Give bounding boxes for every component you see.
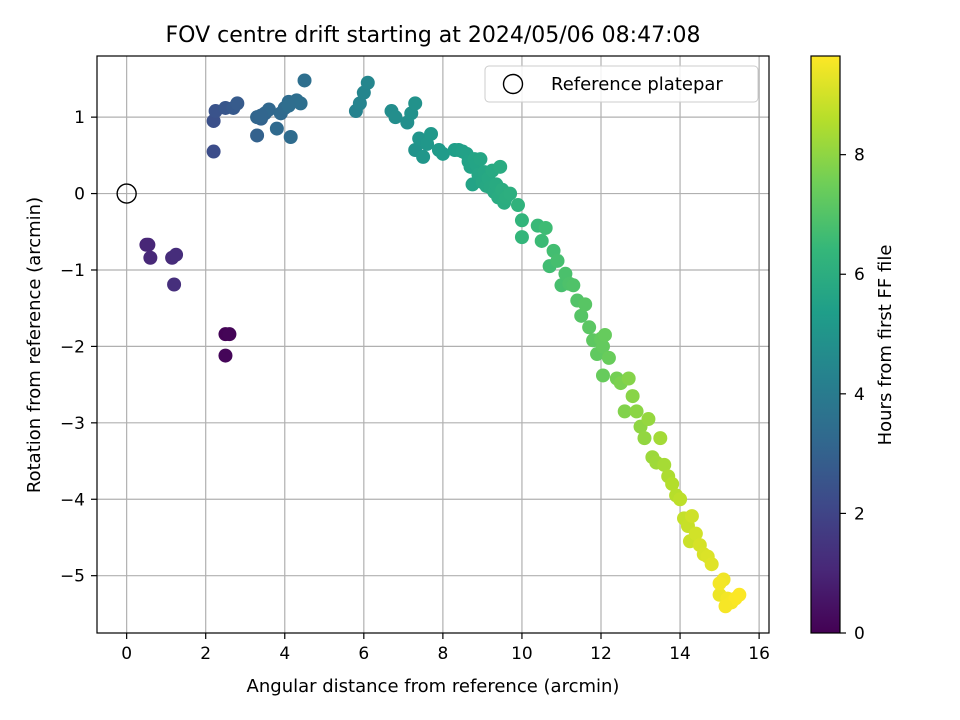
x-tick-label: 8	[437, 644, 448, 664]
legend-box	[484, 65, 759, 103]
data-point	[712, 576, 727, 591]
colorbar-tick-label: 8	[854, 146, 865, 166]
data-point	[625, 389, 640, 404]
x-axis-ticks: 0 2 4 6 8 10 12 14 16	[121, 633, 770, 664]
data-point	[657, 457, 672, 472]
data-point	[566, 278, 581, 293]
colorbar-ticks: 0 2 4 6 8	[840, 146, 865, 644]
plot-area: 0 2 4 6 8 10 12 14 16 10−1−2−3−4−5	[60, 55, 770, 664]
reference-marker	[116, 183, 137, 204]
data-point	[283, 130, 298, 145]
colorbar-tick-label: 6	[854, 265, 865, 285]
y-tick-label: −1	[60, 261, 85, 281]
data-point	[621, 371, 636, 386]
x-axis-label: Angular distance from reference (arcmin)	[247, 676, 620, 697]
y-tick-label: −4	[60, 490, 85, 510]
x-tick-label: 14	[669, 644, 691, 664]
data-point	[704, 557, 719, 572]
colorbar-tick-label: 0	[854, 624, 865, 644]
data-point	[388, 110, 403, 125]
y-tick-label: 0	[74, 185, 85, 205]
data-point	[514, 230, 529, 245]
data-point	[684, 509, 699, 524]
plot-frame	[96, 55, 770, 634]
scatter-points	[139, 73, 747, 614]
data-point	[281, 98, 296, 113]
legend-label-reference: Reference platepar	[551, 74, 723, 95]
data-point	[222, 327, 237, 342]
data-point	[254, 108, 269, 123]
data-point	[493, 159, 508, 174]
reference-point	[116, 183, 137, 204]
data-point	[641, 412, 656, 427]
data-point	[601, 350, 616, 365]
y-tick-label: −5	[60, 567, 85, 587]
data-point	[578, 297, 593, 312]
data-point	[595, 339, 610, 354]
data-point	[435, 146, 450, 161]
data-point	[416, 149, 431, 164]
y-tick-label: −3	[60, 414, 85, 434]
colorbar-tick-label: 4	[854, 385, 865, 405]
chart-title: FOV centre drift starting at 2024/05/06 …	[166, 23, 701, 48]
data-point	[206, 144, 221, 159]
data-point	[688, 526, 703, 541]
legend-marker-open-circle	[502, 73, 524, 95]
data-point	[408, 96, 423, 111]
data-point	[352, 96, 367, 111]
data-point	[230, 96, 245, 111]
x-tick-label: 12	[590, 644, 612, 664]
data-point	[538, 220, 553, 235]
x-tick-label: 0	[121, 644, 132, 664]
colorbar-label: Hours from first FF file	[875, 245, 896, 446]
y-tick-label: 1	[74, 108, 85, 128]
y-axis-ticks: 1 0 −1 −2 −3 −4 −5	[60, 108, 97, 587]
data-point	[653, 431, 668, 446]
x-tick-label: 6	[358, 644, 369, 664]
y-tick-label: −2	[60, 337, 85, 357]
data-point	[617, 404, 632, 419]
data-point	[597, 327, 612, 342]
data-point	[169, 247, 184, 262]
x-tick-label: 10	[511, 644, 533, 664]
data-point	[673, 492, 688, 507]
x-tick-label: 16	[748, 644, 770, 664]
legend: Reference platepar	[484, 65, 759, 103]
colorbar-gradient	[810, 55, 841, 634]
data-point	[510, 198, 525, 213]
data-point	[534, 233, 549, 248]
data-point	[424, 126, 439, 141]
data-point	[269, 121, 284, 136]
data-point	[595, 368, 610, 383]
data-point	[637, 431, 652, 446]
data-point	[218, 348, 233, 363]
data-point	[360, 75, 375, 90]
data-point	[732, 587, 747, 602]
data-point	[718, 599, 733, 614]
data-point	[167, 277, 182, 292]
x-tick-label: 4	[279, 644, 290, 664]
x-tick-label: 2	[200, 644, 211, 664]
data-point	[473, 152, 488, 167]
data-point	[143, 250, 158, 265]
data-point	[503, 186, 518, 201]
colorbar-tick-label: 2	[854, 504, 865, 524]
data-point	[250, 128, 265, 143]
data-point	[550, 253, 565, 268]
data-point	[141, 237, 156, 252]
data-point	[574, 308, 589, 323]
colorbar: 0 2 4 6 8 Hours from first FF file	[810, 55, 896, 644]
data-point	[582, 320, 597, 335]
data-point	[629, 404, 644, 419]
y-axis-label: Rotation from reference (arcmin)	[24, 197, 45, 493]
data-point	[665, 476, 680, 491]
data-point	[514, 213, 529, 228]
data-point	[293, 96, 308, 111]
data-point	[297, 73, 312, 88]
